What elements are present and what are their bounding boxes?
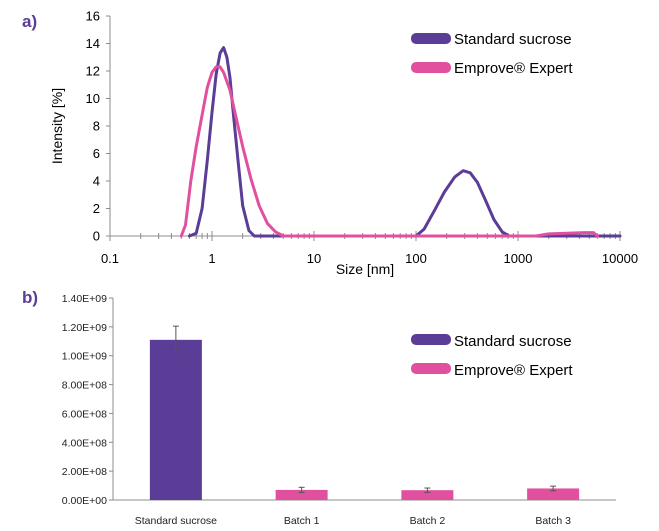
panel-b-bars — [149, 325, 580, 500]
x-tick-label: 10000 — [602, 251, 638, 266]
panel-a-series — [179, 46, 622, 238]
y-tick-label: 4.00E+08 — [62, 437, 107, 449]
y-tick-label: 16 — [86, 9, 100, 24]
y-tick-label: 14 — [86, 36, 100, 51]
panel-b-label: b) — [22, 288, 38, 307]
legend-label-standard-sucrose: Standard sucrose — [454, 333, 572, 350]
panel-a-y-ticks: 0 2 4 6 8 10 12 14 16 — [86, 9, 110, 244]
series-line-standard-sucrose — [187, 46, 622, 238]
y-tick-label: 0.00E+00 — [62, 495, 107, 507]
panel-a-x-ticks: 0.1 1 10 100 1000 10000 — [101, 231, 638, 266]
panel-b-legend: Standard sucrose Empro​ve® Expert — [411, 333, 573, 379]
panel-a-x-axis-title: Size [nm] — [336, 261, 394, 277]
x-category-label: Batch 3 — [535, 515, 571, 527]
x-tick-label: 0.1 — [101, 251, 119, 266]
bar-standard-sucrose — [149, 339, 202, 500]
legend-label-emprove-expert: Empro​ve® Expert — [454, 60, 573, 77]
x-category-label: Standard sucrose — [135, 515, 217, 527]
panel-b-x-labels: Standard sucrose Batch 1 Batch 2 Batch 3 — [135, 515, 571, 527]
x-category-label: Batch 1 — [284, 515, 320, 527]
y-tick-label: 1.00E+09 — [62, 351, 107, 363]
legend-label-emprove-expert: Empro​ve® Expert — [454, 362, 573, 379]
series-line-emprove-expert — [179, 65, 599, 238]
x-tick-label: 1 — [208, 251, 215, 266]
y-tick-label: 10 — [86, 91, 100, 106]
x-tick-label: 10 — [307, 251, 321, 266]
y-tick-label: 1.40E+09 — [62, 293, 107, 305]
bar-batch-1 — [275, 489, 328, 500]
bar-batch-2 — [401, 490, 454, 500]
legend-swatch-emprove-expert — [411, 363, 451, 374]
panel-b-bar-chart: b) 0.00E+00 2.00E+08 4.00E+08 6.00E+08 8.00E… — [22, 288, 616, 527]
legend-swatch-standard-sucrose — [411, 33, 451, 44]
y-tick-label: 2 — [93, 201, 100, 216]
y-tick-label: 8.00E+08 — [62, 380, 107, 392]
x-category-label: Batch 2 — [410, 515, 446, 527]
y-tick-label: 12 — [86, 64, 100, 79]
legend-swatch-standard-sucrose — [411, 334, 451, 345]
y-tick-label: 6.00E+08 — [62, 408, 107, 420]
panel-a-legend: Standard sucrose Empro​ve® Expert — [411, 31, 573, 77]
y-tick-label: 8 — [93, 119, 100, 134]
x-tick-label: 100 — [405, 251, 427, 266]
panel-a-label: a) — [22, 12, 37, 31]
panel-b-y-ticks: 0.00E+00 2.00E+08 4.00E+08 6.00E+08 8.00E+08… — [62, 293, 113, 507]
bar-batch-3 — [527, 488, 580, 500]
legend-swatch-emprove-expert — [411, 62, 451, 73]
panel-a-line-chart: a) 0 2 4 6 8 10 12 14 16 0.1 1 10 100 1000 10000 Inte… — [22, 9, 638, 278]
y-tick-label: 1.20E+09 — [62, 322, 107, 334]
x-tick-label: 1000 — [504, 251, 533, 266]
legend-label-standard-sucrose: Standard sucrose — [454, 31, 572, 48]
panel-a-y-axis-title: Intensity [%] — [49, 88, 65, 164]
y-tick-label: 6 — [93, 146, 100, 161]
y-tick-label: 4 — [93, 174, 100, 189]
y-tick-label: 0 — [93, 229, 100, 244]
y-tick-label: 2.00E+08 — [62, 466, 107, 478]
